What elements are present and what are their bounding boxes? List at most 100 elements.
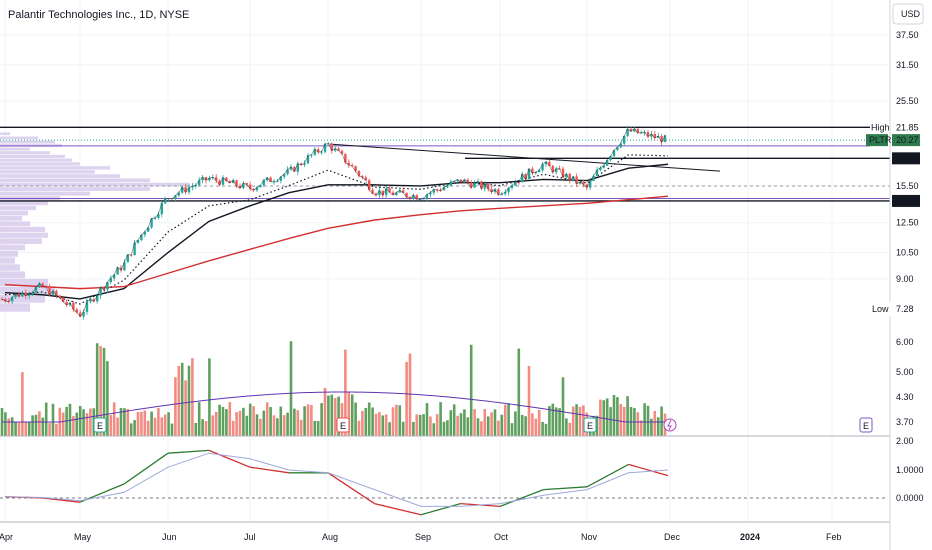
low-tag-bg [868, 302, 920, 316]
time-axis[interactable]: Apr May Jun Jul Aug Sep Oct Nov Dec 2024 Feb [0, 532, 842, 542]
oscillator-tick-label: 2.00 [896, 436, 914, 446]
candle-body [565, 173, 568, 178]
volume-bar [609, 407, 612, 436]
earnings-marker[interactable]: E [93, 417, 107, 433]
candle-body [198, 180, 201, 186]
volume-bar [531, 413, 534, 436]
price-axis[interactable]: 37.50 31.50 25.50 15.50 12.50 10.50 9.00 [896, 30, 919, 284]
candle-body [470, 182, 473, 188]
candle-body [0, 298, 4, 300]
candle-body [96, 295, 99, 302]
candle-body [191, 186, 194, 188]
candle-body [544, 161, 548, 165]
candle-body [572, 176, 575, 181]
volume-bar [248, 403, 252, 436]
oscillator-segment [543, 486, 588, 491]
candle-body [633, 128, 636, 132]
candle-body [153, 217, 157, 219]
volume-bar [463, 409, 466, 436]
volume-bar [10, 417, 14, 436]
volume-tick-label: 6.00 [896, 337, 914, 347]
volume-bar [473, 409, 476, 436]
volume-bar [432, 423, 436, 436]
candle-body [303, 163, 306, 165]
candle-body [487, 183, 490, 189]
volume-bar [537, 409, 541, 436]
time-tick-label: Feb [826, 532, 842, 542]
volume-bar [119, 408, 123, 436]
candle-body [187, 187, 191, 193]
earnings-marker-label: E [340, 421, 346, 431]
earnings-marker[interactable]: E [336, 417, 350, 433]
volume-bar [490, 412, 493, 436]
candle-body [432, 189, 435, 193]
volume-bar [371, 407, 374, 436]
volume-bar [272, 415, 276, 436]
candle-body [123, 262, 126, 271]
volume-bar [646, 405, 650, 436]
time-tick-label: 2024 [740, 532, 760, 542]
candle-body [368, 180, 371, 190]
candle-body [259, 185, 262, 188]
time-tick-label: Jul [244, 532, 256, 542]
profile-bar [0, 278, 48, 287]
volume-bar [626, 396, 629, 436]
candle-body [252, 188, 255, 191]
candle-body [262, 180, 265, 186]
candle-body [286, 169, 289, 175]
volume-bar [99, 346, 102, 436]
volume-bar [225, 409, 228, 436]
lightning-marker[interactable] [663, 418, 677, 432]
volume-bar [299, 419, 303, 436]
oscillator-segment [123, 452, 169, 485]
currency-button[interactable]: USD [892, 3, 924, 25]
candle-body [296, 163, 299, 172]
volume-bar [293, 408, 296, 436]
volume-bar [140, 411, 143, 436]
volume-bar [469, 344, 473, 436]
volume-bar [102, 347, 106, 436]
volume-bar [449, 410, 453, 436]
volume-bar [401, 421, 405, 436]
volume-bar [422, 414, 425, 436]
candle-body [85, 301, 89, 312]
volume-bar [561, 377, 565, 436]
profile-bar [0, 187, 150, 191]
candles [0, 125, 667, 320]
candle-body [663, 135, 667, 143]
lightning-icon [667, 419, 672, 431]
candle-body [391, 192, 395, 196]
volume-bar [17, 422, 21, 436]
earnings-marker[interactable]: E [859, 417, 873, 433]
candle-body [113, 274, 116, 279]
candle-body [116, 267, 119, 275]
trend-line [329, 143, 721, 172]
volume-bar [184, 380, 187, 436]
candle-body [534, 172, 537, 174]
profile-bar [0, 226, 45, 232]
candle-body [133, 242, 136, 255]
volume-bar [544, 423, 548, 436]
high-tag-bg [893, 121, 919, 134]
candle-body [646, 132, 650, 137]
volume-bar [51, 403, 55, 436]
earnings-marker[interactable]: E [583, 417, 597, 433]
candle-body [323, 144, 327, 152]
candle-body [238, 185, 242, 189]
candle-body [75, 309, 78, 313]
candle-body [334, 148, 337, 151]
volume-bar [595, 415, 599, 436]
price-tick-label: 31.50 [896, 60, 919, 70]
candle-body [500, 193, 503, 195]
volume-bar [163, 414, 167, 436]
volume-bar [48, 423, 51, 436]
volume-bar [327, 395, 330, 436]
candle-body [551, 165, 554, 173]
volume-bar [612, 395, 616, 436]
time-tick-label: Aug [322, 532, 338, 542]
candle-body [354, 166, 357, 171]
candle-body [279, 176, 282, 181]
